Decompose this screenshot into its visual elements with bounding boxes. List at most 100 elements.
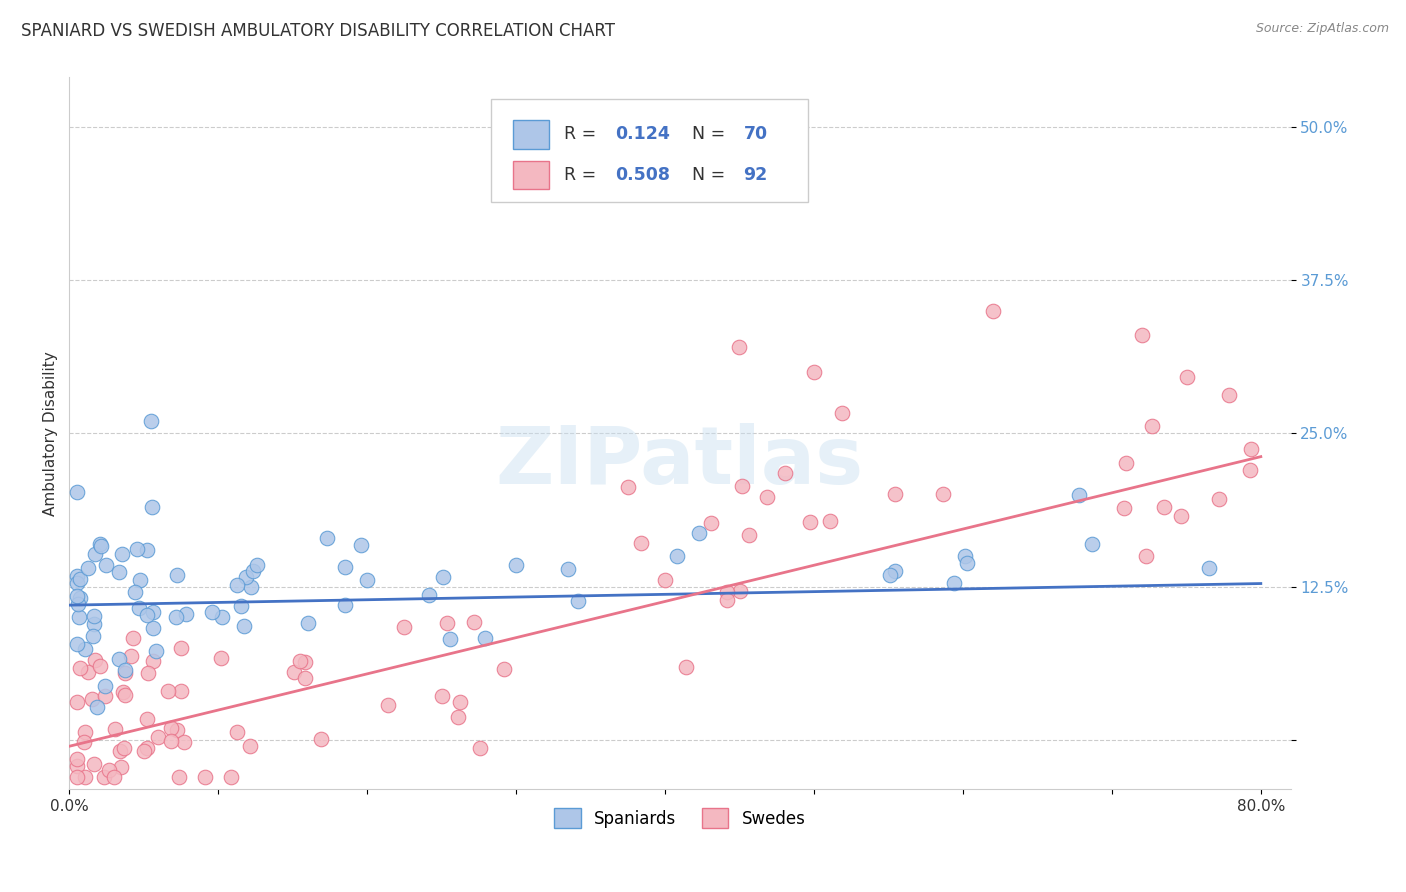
Point xyxy=(84,653,107,667)
Point xyxy=(77,665,100,679)
Point xyxy=(122,632,145,646)
Point xyxy=(160,734,183,748)
Point xyxy=(66,637,89,651)
Text: ZIPatlas: ZIPatlas xyxy=(496,423,865,500)
Point xyxy=(953,549,976,563)
Text: R =: R = xyxy=(564,126,602,144)
Point xyxy=(654,144,676,158)
Point xyxy=(235,570,257,584)
Point xyxy=(86,700,108,714)
Point xyxy=(333,560,356,574)
Point xyxy=(654,574,676,588)
Point xyxy=(69,661,91,675)
Point xyxy=(831,406,853,420)
Point xyxy=(737,528,759,542)
Point xyxy=(1115,456,1137,470)
Point xyxy=(716,593,738,607)
Point xyxy=(297,616,319,631)
Point xyxy=(114,688,136,702)
Text: N =: N = xyxy=(692,126,731,144)
Point xyxy=(1239,463,1261,477)
Point xyxy=(170,640,193,655)
Point xyxy=(94,680,117,694)
Point xyxy=(66,485,89,500)
Point xyxy=(699,516,721,530)
Point xyxy=(449,695,471,709)
Point xyxy=(246,558,269,572)
Point xyxy=(173,735,195,749)
Point xyxy=(135,608,157,623)
Point xyxy=(170,683,193,698)
Point xyxy=(226,725,249,739)
Point xyxy=(567,594,589,608)
Text: R =: R = xyxy=(564,166,602,184)
Point xyxy=(981,303,1004,318)
Point xyxy=(146,730,169,744)
Point xyxy=(333,599,356,613)
Point xyxy=(1135,549,1157,564)
Point xyxy=(111,685,134,699)
Point xyxy=(110,760,132,774)
Point xyxy=(1153,500,1175,514)
Point xyxy=(470,741,492,756)
Point xyxy=(141,500,163,514)
Point xyxy=(1175,369,1198,384)
Point xyxy=(142,606,165,620)
Point xyxy=(394,620,416,634)
Point xyxy=(66,695,89,709)
Point xyxy=(77,561,100,575)
Text: N =: N = xyxy=(692,166,731,184)
Point xyxy=(1080,537,1102,551)
Point xyxy=(69,591,91,605)
Text: 0.124: 0.124 xyxy=(616,126,671,144)
Point xyxy=(884,486,907,500)
Point xyxy=(136,712,159,726)
Point xyxy=(80,691,103,706)
Legend: Spaniards, Swedes: Spaniards, Swedes xyxy=(548,802,813,834)
Point xyxy=(114,663,136,677)
Point xyxy=(134,744,156,758)
Point xyxy=(66,576,89,591)
Point xyxy=(688,526,710,541)
Point xyxy=(239,739,262,753)
Point xyxy=(666,549,689,563)
Point xyxy=(120,648,142,663)
Point xyxy=(820,514,842,528)
Point xyxy=(290,654,312,668)
Point xyxy=(142,654,165,668)
Point xyxy=(167,770,190,784)
Point xyxy=(136,741,159,756)
Point xyxy=(756,491,779,505)
Point xyxy=(675,660,697,674)
Point xyxy=(630,536,652,550)
Point xyxy=(124,585,146,599)
Point xyxy=(125,542,148,557)
Y-axis label: Ambulatory Disability: Ambulatory Disability xyxy=(44,351,58,516)
Point xyxy=(377,698,399,713)
Point xyxy=(94,558,117,572)
FancyBboxPatch shape xyxy=(513,161,550,189)
Point xyxy=(1208,492,1230,507)
Point xyxy=(505,558,527,572)
Point xyxy=(89,536,111,550)
Point xyxy=(66,752,89,766)
Point xyxy=(432,569,454,583)
Point xyxy=(104,722,127,736)
Point xyxy=(439,632,461,646)
FancyBboxPatch shape xyxy=(491,99,808,202)
Text: Source: ZipAtlas.com: Source: ZipAtlas.com xyxy=(1256,22,1389,36)
Point xyxy=(932,487,955,501)
Point xyxy=(73,770,96,784)
Point xyxy=(447,710,470,724)
Point xyxy=(165,610,187,624)
Point xyxy=(803,365,825,379)
Text: 92: 92 xyxy=(744,166,768,184)
Point xyxy=(799,515,821,529)
Point xyxy=(557,562,579,576)
Point xyxy=(98,763,121,777)
Point xyxy=(231,599,253,613)
Point xyxy=(82,629,104,643)
Text: SPANIARD VS SWEDISH AMBULATORY DISABILITY CORRELATION CHART: SPANIARD VS SWEDISH AMBULATORY DISABILIT… xyxy=(21,22,614,40)
Text: 70: 70 xyxy=(744,126,768,144)
Point xyxy=(75,642,97,657)
